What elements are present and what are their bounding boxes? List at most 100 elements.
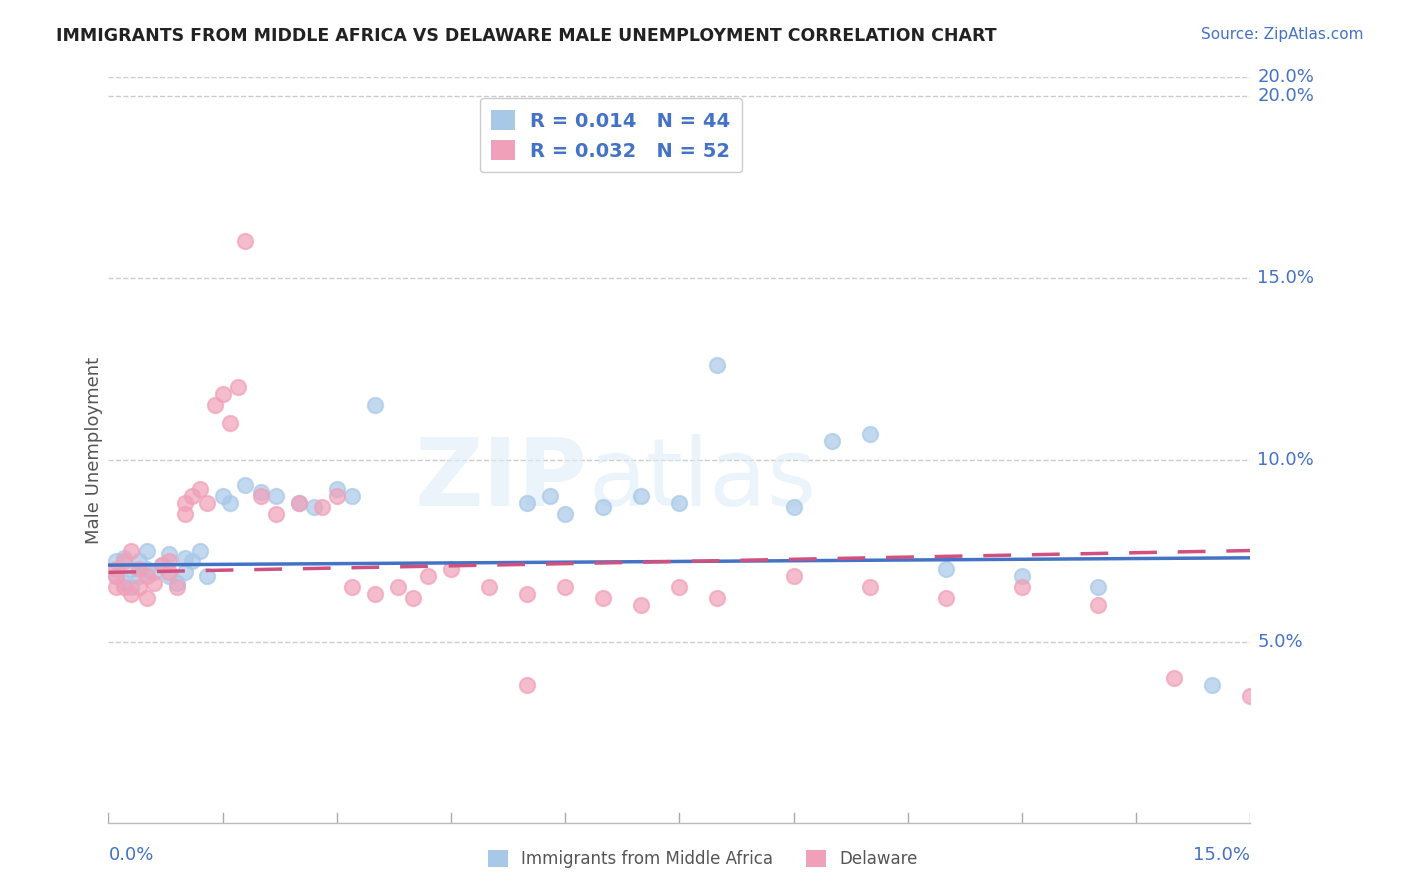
Point (120, 580, 142, 594)
Point (311, 500, 333, 514)
Point (157, 547, 180, 561)
Point (112, 554, 135, 568)
Point (288, 496, 311, 510)
Point (538, 489, 561, 503)
Point (188, 543, 211, 558)
Point (249, 489, 271, 503)
Point (326, 482, 349, 496)
Point (120, 562, 142, 576)
Point (387, 580, 409, 594)
Point (204, 398, 226, 412)
Point (554, 580, 576, 594)
Point (181, 554, 204, 568)
Point (128, 562, 150, 576)
Point (478, 580, 501, 594)
Point (668, 580, 690, 594)
Point (1087, 598, 1109, 612)
Point (226, 380, 249, 394)
Point (326, 489, 349, 503)
Point (143, 566, 166, 580)
Point (135, 562, 157, 576)
Text: 20.0%: 20.0% (1257, 69, 1315, 87)
Point (340, 580, 363, 594)
Point (219, 416, 242, 430)
Point (112, 550, 135, 565)
Point (188, 482, 211, 496)
Point (1087, 580, 1109, 594)
Point (592, 500, 614, 514)
Text: 0.0%: 0.0% (108, 846, 153, 863)
Point (235, 478, 257, 492)
Point (219, 496, 242, 510)
Point (211, 387, 233, 401)
Point (128, 580, 150, 594)
Point (364, 398, 387, 412)
Text: IMMIGRANTS FROM MIDDLE AFRICA VS DELAWARE MALE UNEMPLOYMENT CORRELATION CHART: IMMIGRANTS FROM MIDDLE AFRICA VS DELAWAR… (56, 27, 997, 45)
Point (668, 496, 690, 510)
Point (264, 489, 287, 503)
Point (211, 489, 233, 503)
Point (112, 576, 135, 591)
Point (150, 558, 173, 573)
Point (135, 569, 157, 583)
Point (166, 576, 188, 591)
Text: ZIP: ZIP (415, 434, 588, 526)
Point (302, 500, 325, 514)
Point (402, 591, 425, 605)
Text: 20.0%: 20.0% (1257, 87, 1315, 104)
Point (1239, 689, 1261, 703)
Text: 10.0%: 10.0% (1257, 450, 1315, 468)
Legend: R = 0.014   N = 44, R = 0.032   N = 52: R = 0.014 N = 44, R = 0.032 N = 52 (479, 98, 742, 172)
Text: Source: ZipAtlas.com: Source: ZipAtlas.com (1201, 27, 1364, 42)
Point (105, 569, 128, 583)
Point (706, 358, 728, 372)
Point (173, 550, 195, 565)
Point (935, 562, 957, 576)
Point (516, 587, 538, 601)
Point (143, 576, 166, 591)
Point (166, 580, 188, 594)
Point (150, 558, 173, 573)
Point (859, 580, 882, 594)
Point (630, 489, 652, 503)
Point (135, 591, 157, 605)
Point (821, 434, 844, 449)
Point (235, 234, 257, 248)
Point (128, 554, 150, 568)
Point (264, 507, 287, 521)
Point (157, 566, 180, 580)
Text: 15.0%: 15.0% (1257, 268, 1315, 286)
Point (440, 562, 463, 576)
Point (1011, 569, 1033, 583)
Point (181, 489, 204, 503)
Point (1011, 580, 1033, 594)
Point (364, 587, 387, 601)
Point (105, 580, 128, 594)
Point (173, 566, 195, 580)
Point (288, 496, 311, 510)
Point (105, 569, 128, 583)
Point (782, 569, 804, 583)
Point (249, 485, 271, 500)
Point (418, 569, 440, 583)
Point (173, 496, 195, 510)
Point (706, 591, 728, 605)
Point (859, 427, 882, 442)
Point (340, 489, 363, 503)
Point (135, 543, 157, 558)
Point (1163, 671, 1185, 685)
Point (112, 580, 135, 594)
Text: atlas: atlas (588, 434, 817, 526)
Point (1201, 678, 1223, 692)
Point (128, 569, 150, 583)
Point (157, 569, 180, 583)
Point (197, 496, 219, 510)
Point (782, 500, 804, 514)
Point (120, 587, 142, 601)
Legend: Immigrants from Middle Africa, Delaware: Immigrants from Middle Africa, Delaware (481, 843, 925, 875)
Text: Male Unemployment: Male Unemployment (84, 357, 103, 544)
Point (157, 554, 180, 568)
Point (105, 554, 128, 568)
Text: 5.0%: 5.0% (1257, 632, 1303, 650)
Point (516, 496, 538, 510)
